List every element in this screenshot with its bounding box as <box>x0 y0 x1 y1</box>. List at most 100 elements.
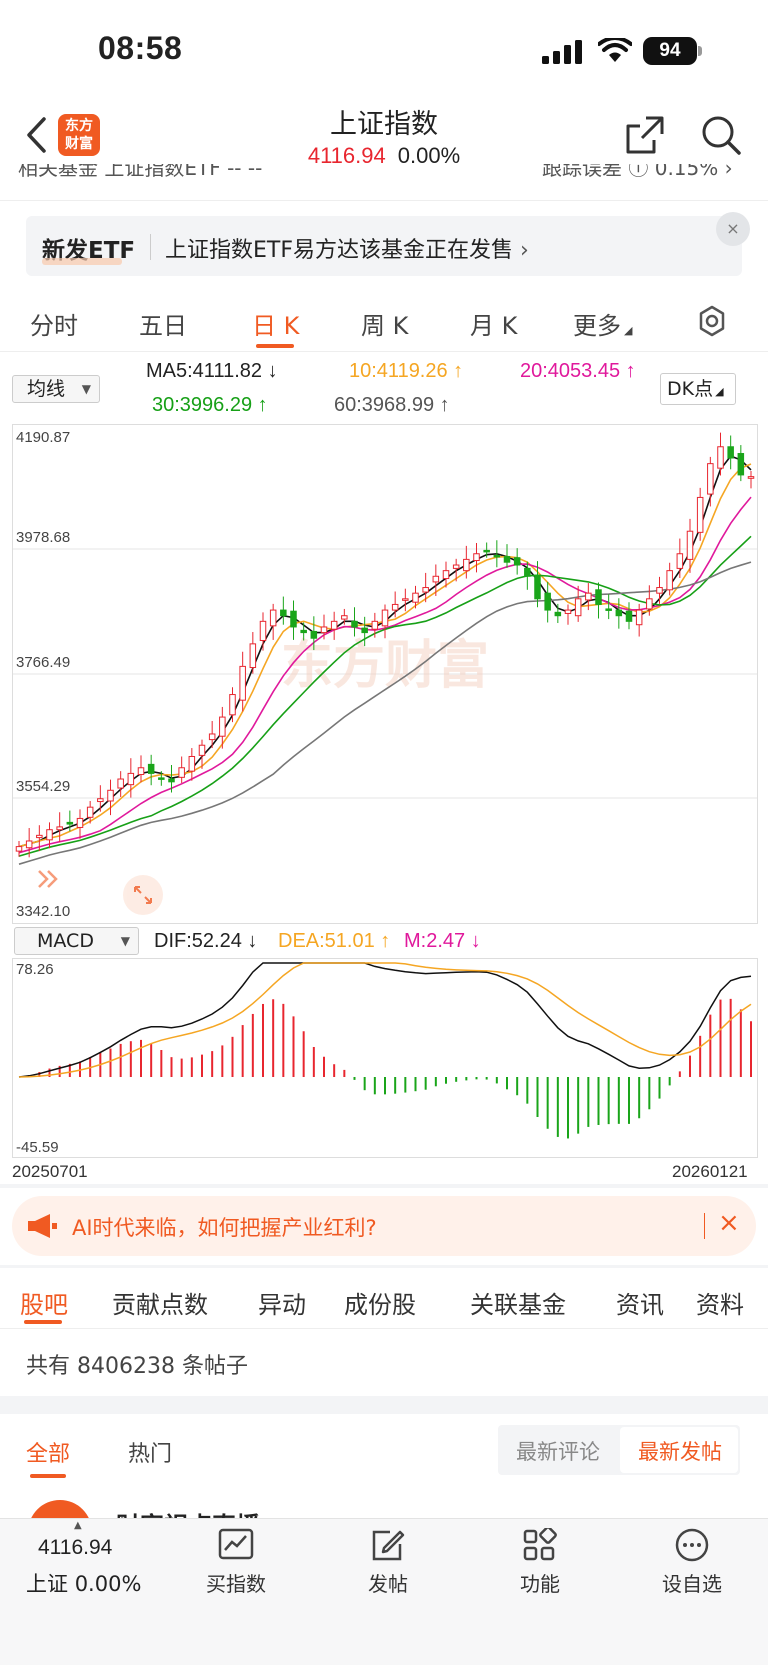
tab-intraday[interactable]: 分时 <box>30 312 78 340</box>
candle-body <box>86 806 94 818</box>
candle-body <box>534 574 541 600</box>
candle-body <box>747 476 755 479</box>
candle-body <box>300 629 307 634</box>
section-gap <box>0 1396 768 1414</box>
candle-body <box>503 556 511 563</box>
ai-banner-text: AI时代来临，如何把握产业红利? <box>72 1216 377 1240</box>
candle-body <box>351 620 358 628</box>
macd-m: M:2.47 ↓ <box>404 930 481 952</box>
candle-body <box>290 610 297 628</box>
logo-text-2: 财富 <box>65 136 93 152</box>
kline-chart[interactable]: 东方财富 4190.87 3978.68 3766.49 3554.29 334… <box>12 424 758 924</box>
expand-icon <box>134 886 152 904</box>
divider <box>0 1265 768 1268</box>
dea-line <box>18 962 752 1078</box>
ma10-value: 10:4119.26 ↑ <box>349 360 464 382</box>
feed-tab-all[interactable]: 全部 <box>26 1442 71 1467</box>
ma30-line <box>18 535 752 857</box>
bottom-quote[interactable]: 上证 0.00% <box>26 1568 141 1598</box>
back-icon[interactable] <box>24 116 48 154</box>
candle-body <box>524 567 531 577</box>
candle-body <box>625 610 633 622</box>
indicator-select[interactable]: 均线 ▼ <box>12 375 100 403</box>
tab-guba[interactable]: 股吧 <box>20 1291 68 1319</box>
tab-weekly-k[interactable]: 周 K <box>361 312 409 340</box>
candle-body <box>371 620 379 630</box>
search-icon[interactable] <box>700 114 742 156</box>
tab-contribution[interactable]: 贡献点数 <box>112 1291 208 1319</box>
tab-profile[interactable]: 资料 <box>696 1291 744 1319</box>
close-icon[interactable]: × <box>716 212 750 246</box>
candle-body <box>249 643 257 669</box>
tab-more[interactable]: 更多 ◢ <box>573 306 632 341</box>
macd-lines <box>18 962 752 1078</box>
candle-body <box>707 463 714 495</box>
candle-body <box>381 609 389 627</box>
tab-constituents[interactable]: 成份股 <box>344 1291 416 1319</box>
candle-body <box>178 767 185 778</box>
candle-body <box>158 777 165 780</box>
etf-text-content: 上证指数ETF易方达该基金正在发售 <box>165 238 513 263</box>
candle-body <box>544 592 551 611</box>
megaphone-icon <box>28 1214 57 1238</box>
post-button[interactable]: 发帖 <box>338 1528 438 1597</box>
functions-button[interactable]: 功能 <box>490 1528 590 1597</box>
candle-body <box>391 603 399 611</box>
candle-body <box>127 772 135 786</box>
gear-icon[interactable] <box>696 305 728 337</box>
candle-body <box>219 716 226 737</box>
ma30-value: 30:3996.29 ↑ <box>152 394 268 416</box>
tab-active-underline <box>256 344 294 348</box>
sort-latest-comment[interactable]: 最新评论 <box>516 1440 600 1464</box>
etf-tag-highlight <box>42 258 122 265</box>
tab-daily-k[interactable]: 日 K <box>252 312 300 340</box>
logo-text-1: 东方 <box>65 118 93 134</box>
candle-body <box>320 626 328 634</box>
etf-banner[interactable]: 新发ETF 上证指数ETF易方达该基金正在发售 › × <box>26 212 750 276</box>
chart-icon <box>218 1528 254 1560</box>
bottom-price[interactable]: 4116.94 <box>38 1536 113 1559</box>
dropdown-arrow-icon: ▼ <box>81 382 91 396</box>
tab-five-day[interactable]: 五日 <box>139 312 187 340</box>
candle-body <box>341 615 348 620</box>
post-label: 发帖 <box>368 1572 408 1596</box>
caret-icon: ◢ <box>624 324 633 337</box>
related-fund-row[interactable]: 相关基金 上证指数ETF -- -- 跟踪误差 ⓘ 0.15% › <box>0 164 768 186</box>
tab-movement[interactable]: 异动 <box>258 1291 306 1319</box>
dk-point-button[interactable]: DK点 ◢ <box>660 373 736 405</box>
double-chevron-icon[interactable] <box>35 867 63 891</box>
tab-related-funds[interactable]: 关联基金 <box>470 1291 566 1319</box>
more-icon <box>675 1528 709 1562</box>
candle-body <box>117 778 124 789</box>
sort-latest-post[interactable]: 最新发帖 <box>638 1440 722 1464</box>
macd-select[interactable]: MACD ▼ <box>14 927 139 955</box>
candle-body <box>56 826 63 831</box>
tracking-error-text: 跟踪误差 ⓘ 0.15% › <box>542 164 733 180</box>
candle-body <box>737 453 745 476</box>
feed-tab-underline <box>30 1474 66 1478</box>
candles <box>15 432 755 858</box>
candle-body <box>727 446 734 459</box>
bottom-label: 上证 <box>26 1572 68 1596</box>
related-fund-text: 相关基金 上证指数ETF -- -- <box>18 164 263 180</box>
tab-monthly-k[interactable]: 月 K <box>470 312 518 340</box>
candle-body <box>574 598 582 617</box>
share-icon[interactable] <box>624 114 666 156</box>
expand-button[interactable] <box>123 875 163 915</box>
add-watchlist-button[interactable]: 设自选 <box>642 1528 742 1597</box>
candle-body <box>208 733 216 741</box>
close-icon[interactable]: × <box>718 1208 740 1238</box>
candle-body <box>147 763 155 774</box>
candle-body <box>188 755 196 772</box>
ai-banner[interactable]: AI时代来临，如何把握产业红利? × <box>12 1196 756 1256</box>
candle-body <box>442 570 450 580</box>
tab-news[interactable]: 资讯 <box>616 1291 664 1319</box>
start-date: 20250701 <box>12 1162 88 1181</box>
feed-tab-hot[interactable]: 热门 <box>128 1442 173 1467</box>
candle-body <box>656 587 663 594</box>
macd-chart[interactable]: 78.26 -45.59 <box>12 958 758 1158</box>
end-date: 20260121 <box>672 1162 748 1181</box>
candle-body <box>686 530 694 560</box>
buy-index-button[interactable]: 买指数 <box>186 1528 286 1597</box>
indicator-select-label: 均线 <box>27 378 66 400</box>
